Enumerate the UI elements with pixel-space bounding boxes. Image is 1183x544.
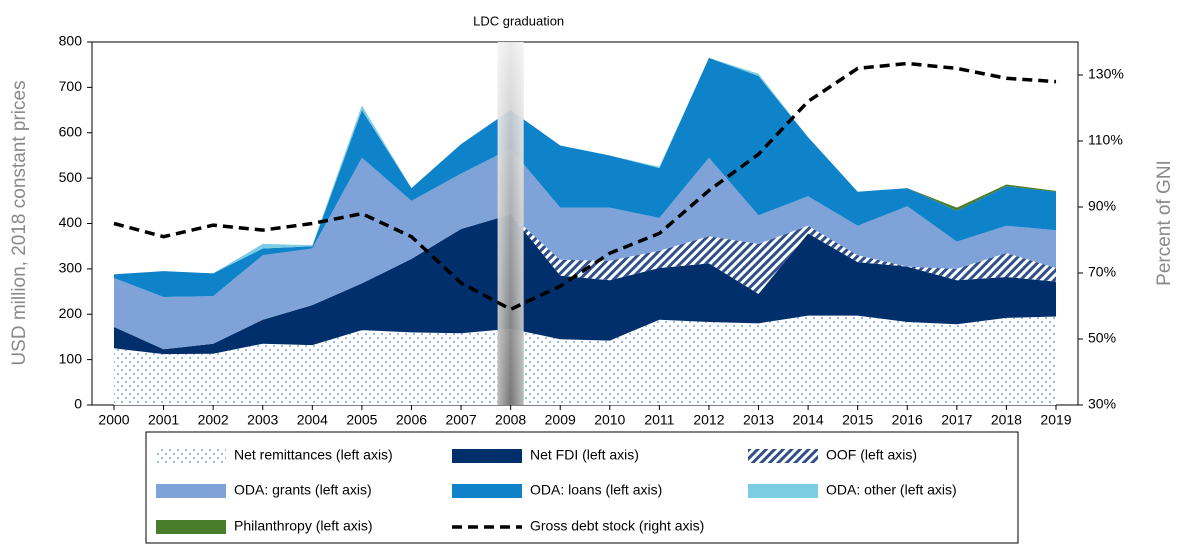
legend-swatch [156, 449, 226, 463]
legend-item: Gross debt stock (right axis) [452, 518, 704, 534]
legend-item: Net FDI (left axis) [452, 447, 639, 463]
x-tick-label: 2018 [991, 412, 1022, 428]
y2-tick-label: 30% [1088, 396, 1116, 412]
y-tick-label: 400 [59, 214, 83, 230]
area [114, 315, 1056, 405]
x-tick-label: 2016 [892, 412, 923, 428]
y2-tick-label: 130% [1088, 66, 1124, 82]
x-tick-label: 2001 [148, 412, 179, 428]
legend-swatch [748, 484, 818, 498]
legend-item: ODA: grants (left axis) [156, 482, 372, 498]
area [114, 214, 1056, 355]
annotation: LDC graduation [473, 13, 564, 28]
x-tick-label: 2019 [1040, 412, 1071, 428]
x-tick-label: 2017 [941, 412, 972, 428]
legend-label: ODA: loans (left axis) [530, 482, 662, 498]
x-tick-label: 2002 [198, 412, 229, 428]
x-tick-label: 2004 [297, 412, 328, 428]
y2-tick-label: 50% [1088, 330, 1116, 346]
legend-swatch [156, 520, 226, 534]
x-tick-label: 2014 [793, 412, 824, 428]
legend-label: Gross debt stock (right axis) [530, 518, 704, 534]
legend-swatch [156, 484, 226, 498]
line [113, 61, 1057, 312]
x-tick-label: 2011 [644, 412, 674, 428]
ldc-band-shine [497, 42, 524, 405]
legend-label: OOF (left axis) [826, 447, 917, 463]
x-tick-label: 2008 [495, 412, 526, 428]
y-tick-label: 500 [59, 169, 83, 185]
x-tick-label: 2013 [743, 412, 774, 428]
x-tick-label: 2010 [594, 412, 625, 428]
legend-item: ODA: loans (left axis) [452, 482, 662, 498]
legend-item: ODA: other (left axis) [748, 482, 957, 498]
legend-label: ODA: grants (left axis) [234, 482, 372, 498]
y2-axis-title: Percent of GNI [1154, 160, 1175, 286]
area [114, 148, 1056, 350]
y2-tick-label: 110% [1088, 132, 1123, 148]
y-tick-label: 700 [59, 78, 83, 94]
x-tick-label: 2006 [396, 412, 427, 428]
x-tick-label: 2005 [346, 412, 377, 428]
y-tick-label: 100 [59, 350, 83, 366]
y2-tick-label: 90% [1088, 198, 1116, 214]
legend-item: Philanthropy (left axis) [156, 518, 373, 534]
legend-swatch [452, 484, 522, 498]
legend-label: ODA: other (left axis) [826, 482, 957, 498]
y-tick-label: 200 [59, 305, 83, 321]
x-tick-label: 2009 [545, 412, 576, 428]
x-tick-label: 2015 [842, 412, 873, 428]
area [114, 57, 1056, 298]
legend-item: OOF (left axis) [748, 447, 917, 463]
legend-item: Net remittances (left axis) [156, 447, 393, 463]
legend-swatch [452, 449, 522, 463]
x-tick-label: 2003 [247, 412, 278, 428]
legend-swatch [748, 449, 818, 463]
legend-label: Net remittances (left axis) [234, 447, 393, 463]
y-tick-label: 300 [59, 260, 83, 276]
legend-label: Philanthropy (left axis) [234, 518, 373, 534]
y-tick-label: 800 [59, 33, 83, 49]
y-tick-label: 0 [74, 396, 82, 412]
legend-box [145, 431, 1019, 544]
x-tick-label: 2012 [693, 412, 724, 428]
y2-tick-label: 70% [1088, 264, 1116, 280]
legend-label: Net FDI (left axis) [530, 447, 639, 463]
y-tick-label: 600 [59, 123, 83, 139]
x-tick-label: 2007 [445, 412, 476, 428]
y-axis-title: USD million, 2018 constant prices [9, 80, 30, 365]
x-tick-label: 2000 [98, 412, 129, 428]
